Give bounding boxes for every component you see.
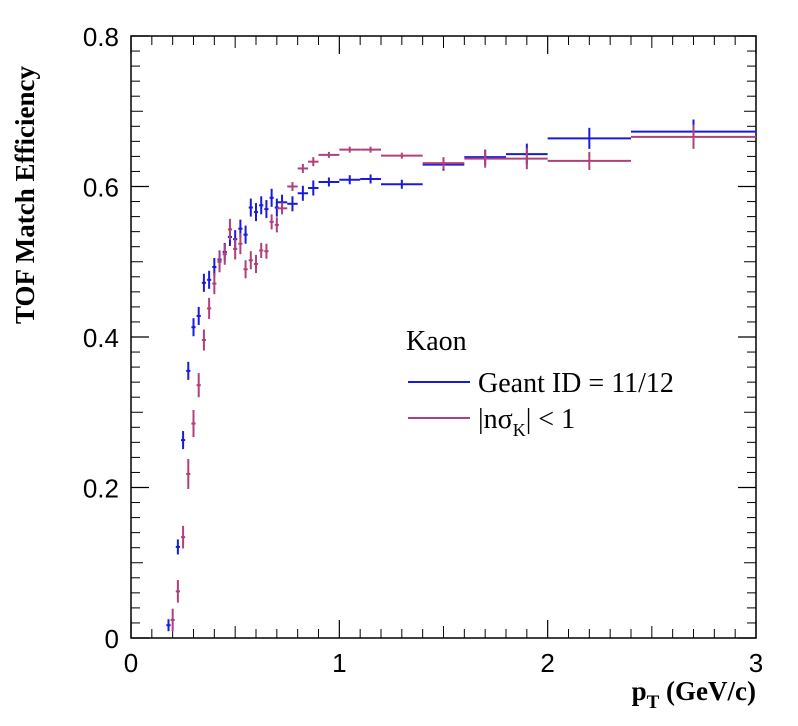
data-point — [339, 175, 361, 185]
x-axis-title-subscript: T — [647, 692, 660, 713]
data-point — [339, 146, 361, 153]
data-point — [248, 198, 253, 217]
data-point — [287, 196, 298, 212]
data-point — [181, 431, 186, 450]
data-point — [269, 214, 274, 230]
x-axis-title-unit: (GeV/c) — [659, 676, 756, 706]
y-tick-label: 0.6 — [83, 173, 119, 203]
data-point — [170, 608, 175, 632]
data-point — [269, 188, 274, 207]
data-point — [381, 179, 423, 189]
legend-label-nsigma-before: |nσ — [478, 404, 513, 435]
data-point — [212, 257, 217, 277]
y-tick-labels: 0 0.2 0.4 0.6 0.8 — [83, 22, 119, 654]
data-point — [264, 243, 269, 259]
x-axis-title-main: p — [632, 676, 647, 706]
series-1 — [170, 124, 756, 632]
data-point — [276, 202, 288, 215]
data-point — [181, 525, 186, 549]
data-point — [274, 217, 279, 233]
series-layer — [166, 119, 756, 632]
x-tick-label: 1 — [332, 648, 346, 678]
data-point — [308, 180, 319, 196]
data-point — [318, 151, 340, 158]
data-point — [308, 157, 319, 167]
data-point — [191, 409, 196, 438]
y-tick-label: 0.8 — [83, 22, 119, 52]
legend-header: Kaon — [406, 326, 467, 357]
y-tick-label: 0.4 — [83, 323, 119, 353]
data-point — [227, 218, 233, 240]
data-point — [381, 152, 423, 159]
data-point — [360, 174, 381, 184]
data-point — [233, 238, 238, 260]
data-point — [297, 163, 309, 173]
data-point — [196, 306, 201, 325]
data-point — [175, 580, 180, 603]
legend-label-nsigma: |nσK| < 1 — [478, 404, 575, 440]
data-point — [631, 124, 756, 149]
legend-label-nsigma-sub: K — [513, 420, 526, 440]
x-tick-label: 2 — [540, 648, 554, 678]
y-tick-label: 0 — [105, 624, 119, 654]
x-tick-label: 3 — [749, 648, 763, 678]
legend-label-geant: Geant ID = 11/12 — [478, 368, 674, 399]
data-point — [259, 242, 264, 258]
data-point — [243, 260, 248, 279]
data-point — [297, 185, 309, 201]
y-tick-label: 0.2 — [83, 474, 119, 504]
legend: Kaon Geant ID = 11/12 |nσK| < 1 — [406, 326, 674, 440]
data-point — [222, 243, 227, 265]
data-point — [186, 361, 191, 380]
data-point — [201, 273, 206, 292]
data-point — [212, 273, 217, 295]
data-point — [264, 200, 269, 219]
data-point — [238, 233, 243, 255]
data-point — [464, 149, 506, 168]
axis-ticks — [130, 35, 757, 639]
data-point — [243, 225, 248, 244]
data-point — [360, 146, 381, 153]
data-point — [547, 151, 631, 170]
data-point — [196, 373, 201, 398]
data-point — [217, 251, 222, 273]
data-point — [547, 127, 631, 149]
x-tick-labels: 0 1 2 3 — [124, 648, 763, 678]
legend-label-nsigma-after: | < 1 — [526, 404, 575, 435]
data-point — [166, 619, 171, 632]
x-tick-label: 0 — [124, 648, 138, 678]
data-point — [191, 318, 196, 337]
data-point — [422, 157, 465, 170]
y-axis-title: TOF Match Efficiency — [10, 66, 40, 324]
data-point — [253, 254, 259, 274]
data-point — [248, 251, 253, 270]
data-point — [186, 458, 191, 490]
data-point — [207, 297, 212, 319]
data-point — [201, 329, 206, 351]
data-point — [506, 148, 548, 170]
data-point — [318, 177, 340, 187]
data-point — [175, 539, 180, 555]
x-axis-title: pT (GeV/c) — [632, 676, 756, 713]
data-point — [287, 181, 298, 192]
data-point — [207, 270, 212, 289]
data-point — [253, 203, 259, 222]
data-point — [259, 196, 264, 215]
